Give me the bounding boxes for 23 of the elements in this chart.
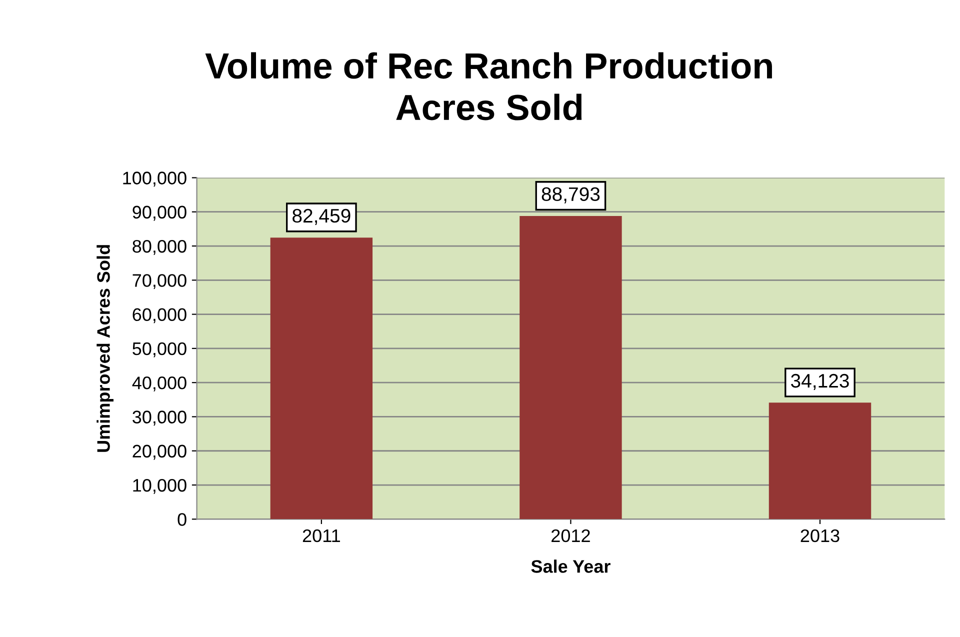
data-label: 34,123 — [791, 374, 849, 390]
y-tick-label: 70,000 — [132, 274, 186, 290]
y-tick-label: 40,000 — [132, 376, 186, 392]
bar — [520, 216, 622, 520]
data-label: 88,793 — [542, 187, 600, 204]
x-tick-label: 2013 — [800, 529, 840, 542]
y-tick-label: 90,000 — [132, 206, 186, 221]
y-axis-title: Umimproved Acres Sold — [96, 245, 114, 452]
y-tick-label: 0 — [178, 513, 186, 526]
x-tick-label: 2012 — [552, 529, 590, 542]
bar — [768, 402, 872, 520]
y-tick-label: 50,000 — [132, 342, 186, 358]
y-tick-label: 60,000 — [132, 308, 186, 324]
y-tick-label: 100,000 — [123, 172, 186, 187]
y-tick-label: 20,000 — [132, 444, 186, 460]
x-tick-label: 2011 — [302, 529, 340, 542]
y-tick-label: 10,000 — [133, 478, 186, 494]
data-label: 82,459 — [292, 208, 350, 225]
y-tick-label: 30,000 — [132, 410, 186, 426]
x-axis-title: Sale Year — [531, 560, 610, 573]
bar — [270, 238, 373, 520]
chart-title: Volume of Rec Ranch Production Acres Sold — [205, 52, 772, 120]
y-tick-label: 80,000 — [132, 240, 186, 255]
